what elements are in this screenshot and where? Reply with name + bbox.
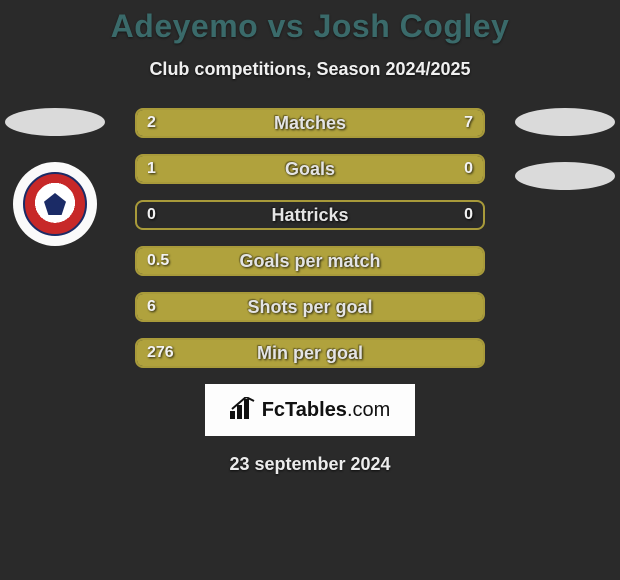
stat-bar-row: Shots per goal6 (135, 292, 485, 322)
page-title: Adeyemo vs Josh Cogley (0, 0, 620, 45)
player-crest-placeholder (5, 108, 105, 136)
stat-bar-fill-left (137, 340, 483, 366)
right-player-column (510, 108, 620, 216)
stat-bar-fill-right (213, 110, 483, 136)
branding-text: FcTables.com (262, 399, 391, 422)
page-subtitle: Club competitions, Season 2024/2025 (0, 59, 620, 80)
player-crest-placeholder (515, 108, 615, 136)
stat-bar-row: Hattricks0 0 (135, 200, 485, 230)
stat-bars-container: Matches27 Goals10 Hattricks0 0 Goals per mat… (135, 108, 485, 368)
stat-value-right: 0 (454, 202, 483, 228)
fctables-logo-icon (230, 397, 256, 424)
stat-bar-fill-left (137, 248, 483, 274)
team-badge-icon (13, 162, 97, 246)
stat-bar-row: Goals per match0.5 (135, 246, 485, 276)
stat-bar-fill-right (397, 156, 484, 182)
stat-bar-row: Min per goal276 (135, 338, 485, 368)
footer-date: 23 september 2024 (0, 454, 620, 475)
stat-bar-fill-left (137, 294, 483, 320)
stat-bar-label: Hattricks (137, 202, 483, 228)
stat-bar-fill-left (137, 156, 397, 182)
stat-bar-row: Goals10 (135, 154, 485, 184)
stat-bar-row: Matches27 (135, 108, 485, 138)
player-crest-placeholder (515, 162, 615, 190)
branding-suffix: .com (347, 399, 390, 421)
branding-badge: FcTables.com (205, 384, 415, 436)
branding-name: FcTables (262, 399, 347, 421)
left-player-column (0, 108, 110, 246)
stat-bar-fill-left (137, 110, 213, 136)
stat-value-left: 0 (137, 202, 166, 228)
comparison-chart: Matches27 Goals10 Hattricks0 0 Goals per mat… (0, 108, 620, 368)
